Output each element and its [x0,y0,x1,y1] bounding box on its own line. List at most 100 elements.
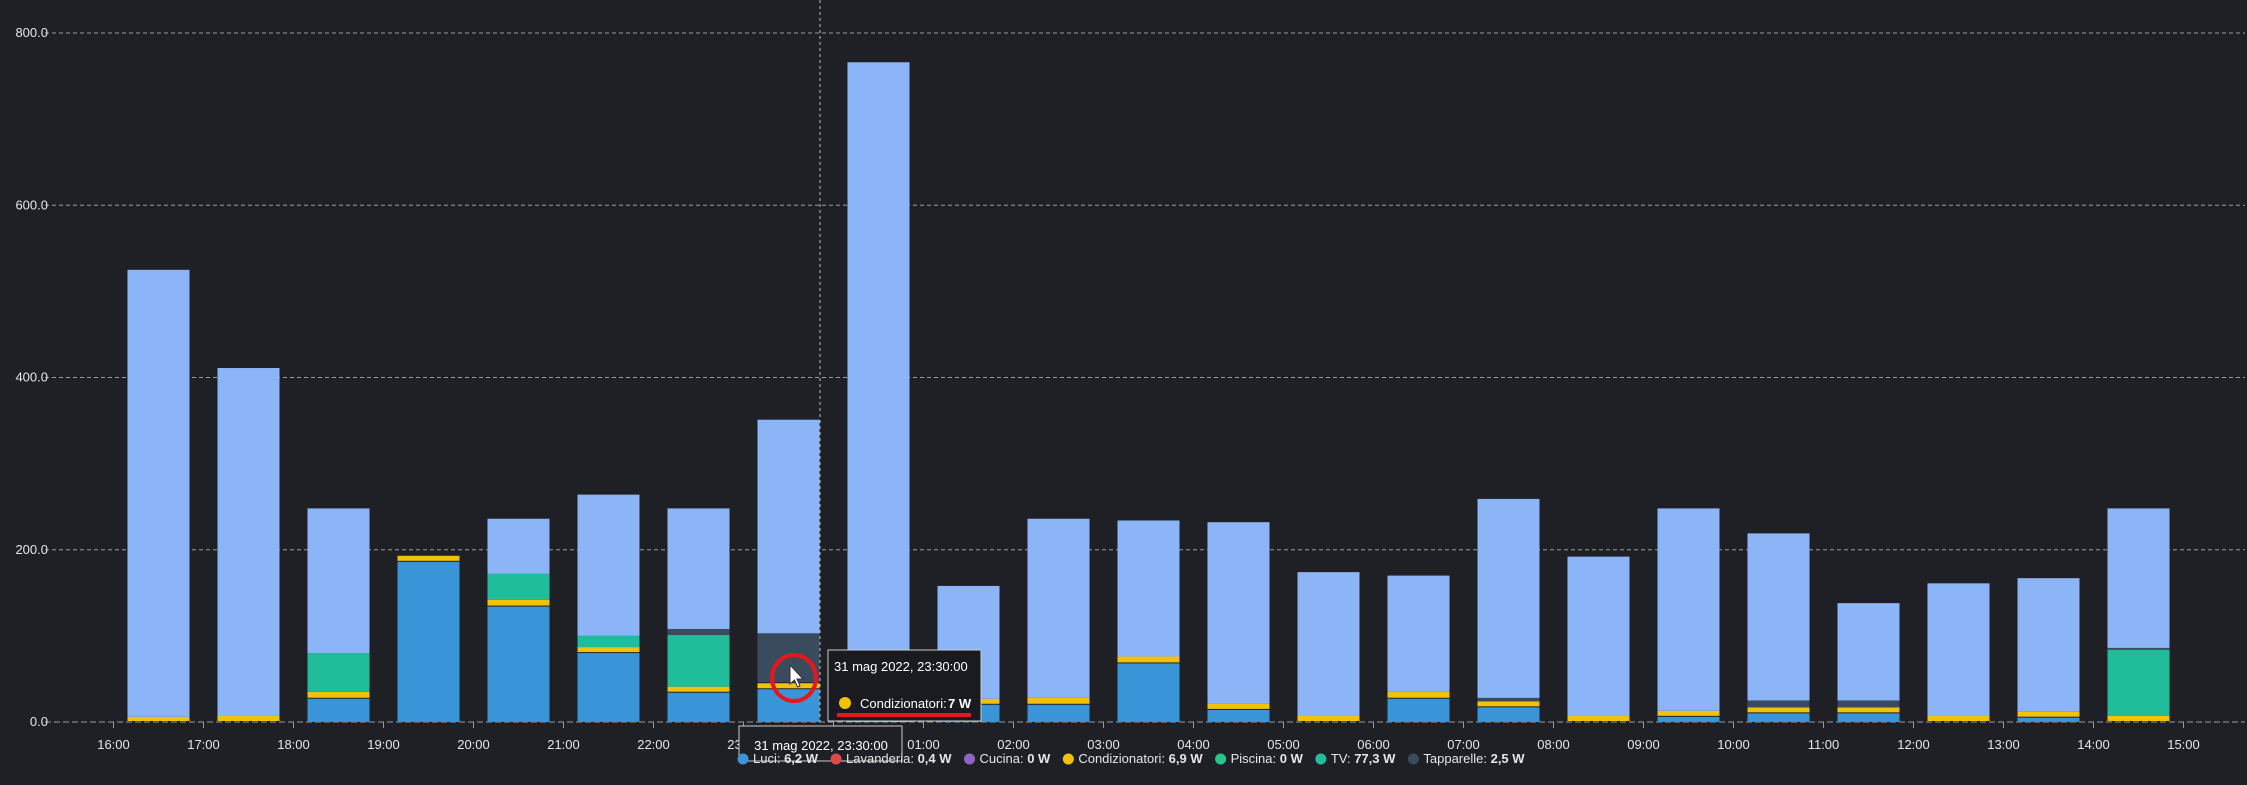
legend-label: Condizionatori: [1078,751,1165,766]
bar-segment-condizionatori [1477,701,1540,707]
bar-segment-luci [1117,663,1180,722]
stacked-bar [847,62,910,723]
legend-item: Tapparelle: 2,5 W [1407,751,1526,766]
x-tick-label: 08:00 [1537,737,1570,752]
bar-segment-condizionatori [1657,710,1720,716]
legend-value: 0 W [1027,751,1051,766]
legend-item: Lavanderia: 0,4 W [830,751,953,766]
bar-segment-condizionatori [1207,703,1270,709]
bar-segment-condizionatori [1297,715,1360,721]
legend-item: Cucina: 0 W [964,751,1051,766]
legend-value: 2,5 W [1491,751,1526,766]
stacked-bar [1297,572,1360,721]
bar-segment-altro [1027,518,1090,698]
bar-segment-condizionatori [2017,711,2080,717]
x-tick-label: 14:00 [2077,737,2110,752]
stacked-bar [2017,578,2080,722]
stacked-bar [1927,583,1990,721]
bar-segment-tapparelle [1837,700,1900,708]
bar-segment-tapparelle [1747,700,1810,708]
tooltip-title: 31 mag 2022, 23:30:00 [834,659,968,674]
legend-swatch [737,753,749,765]
x-tick-label: 04:00 [1177,737,1210,752]
stacked-bar [1207,522,1270,722]
stacked-bar [1117,520,1180,722]
bar-segment-tv [487,573,550,600]
bar-segment-luci [577,653,640,722]
y-tick-label: 600.0 [15,197,48,212]
legend-value: 6,2 W [784,751,819,766]
bar-segment-luci [1387,698,1450,722]
y-tick-label: 0.0 [30,714,48,729]
x-tick-label: 22:00 [637,737,670,752]
tooltip-series-value: 7 W [948,696,972,711]
legend-swatch [1315,753,1327,765]
stacked-bar [1477,498,1540,722]
x-tick-label: 03:00 [1087,737,1120,752]
bar-segment-luci [1027,704,1090,722]
bar-segment-luci [1837,713,1900,722]
bar-segment-tv [2107,649,2170,716]
bar-segment-altro [217,368,280,716]
bar-segment-luci [487,606,550,722]
x-tick-label: 02:00 [997,737,1030,752]
bar-segment-tapparelle [757,633,820,683]
y-tick-label: 800.0 [15,25,48,40]
legend-label: Piscina: [1231,751,1277,766]
bar-segment-altro [1567,556,1630,716]
legend-swatch [1407,753,1419,765]
y-tick-label: 400.0 [15,370,48,385]
bar-segment-condizionatori [577,647,640,653]
bar-segment-luci [1477,707,1540,722]
bar-segment-altro [2017,578,2080,712]
bar-segment-altro [1747,533,1810,701]
x-axis-ticks: 16:0017:0018:0019:0020:0021:0022:0023:00… [97,722,2200,752]
stacked-bar [1657,508,1720,722]
bar-segment-luci [1207,709,1270,722]
mouse-cursor-icon [789,663,805,688]
bar-segment-condizionatori [1747,707,1810,713]
bar-segment-condizionatori [2107,715,2170,721]
x-tick-label: 09:00 [1627,737,1660,752]
legend-value: 6,9 W [1169,751,1204,766]
legend-label: Tapparelle: [1423,751,1487,766]
x-tick-label: 18:00 [277,737,310,752]
stacked-bar [2107,508,2170,721]
legend-swatch [964,753,976,765]
bar-segment-condizionatori [1567,715,1630,721]
y-axis-ticks: 800.0 600.0 400.0 200.0 0.0 [15,25,48,729]
bar-segment-condizionatori [1387,691,1450,698]
legend-value: 0,4 W [918,751,953,766]
x-tick-label: 12:00 [1897,737,1930,752]
legend-item: Condizionatori: 6,9 W [1062,751,1204,766]
bar-segment-altro [127,269,190,717]
x-tick-label: 10:00 [1717,737,1750,752]
x-tick-label: 16:00 [97,737,130,752]
bar-segment-tv [667,635,730,687]
x-tick-label: 06:00 [1357,737,1390,752]
x-tick-label: 17:00 [187,737,220,752]
bar-segment-altro [1387,575,1450,692]
bar-segment-luci [667,692,730,722]
x-tick-label: 19:00 [367,737,400,752]
stacked-bar [127,269,190,721]
bar-segment-luci [1747,713,1810,722]
x-tick-label: 11:00 [1808,737,1840,752]
x-tick-label: 20:00 [457,737,490,752]
legend-swatch [830,753,842,765]
legend-item: Luci: 6,2 W [737,751,819,766]
red-underline-mark [837,713,971,717]
bar-segment-condizionatori [667,686,730,692]
bar-segment-altro [667,508,730,629]
bar-segment-condizionatori [127,716,190,721]
stacked-bar [487,518,550,722]
stacked-bar [1747,533,1810,722]
stacked-bar [1567,556,1630,721]
stacked-bar [1837,603,1900,722]
legend-value: 77,3 W [1354,751,1396,766]
bar-segment-condizionatori [757,683,820,689]
bar-segment-condizionatori [397,555,460,561]
bar-segment-tapparelle [667,628,730,636]
legend-label: Lavanderia: [846,751,914,766]
stacked-bar [217,368,280,721]
